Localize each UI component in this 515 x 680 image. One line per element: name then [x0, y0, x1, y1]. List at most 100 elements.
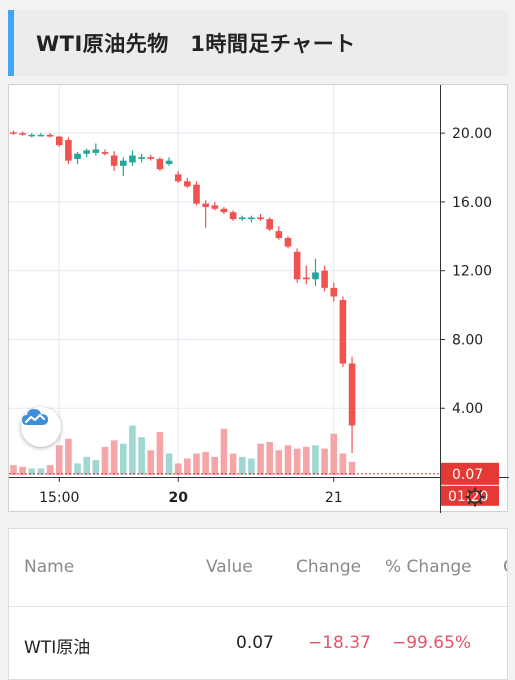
candle-body: [65, 140, 72, 161]
gear-icon-tooth: [478, 500, 483, 505]
candle-body: [275, 231, 283, 239]
volume-bar: [156, 432, 164, 475]
volume-bar: [138, 437, 145, 475]
volume-bar: [312, 445, 319, 475]
candle-body: [330, 287, 338, 297]
row-pct-change: −99.65%: [392, 633, 472, 653]
y-tick-label: 20.00: [452, 126, 492, 142]
candle-body: [55, 136, 63, 146]
cloud-logo-icon[interactable]: [21, 407, 61, 447]
x-tick-label: 21: [325, 490, 343, 506]
header-change[interactable]: Change: [296, 557, 362, 577]
gear-icon[interactable]: [465, 487, 485, 507]
y-tick-label: 8.00: [452, 332, 483, 348]
candle-body: [156, 158, 164, 170]
volume-bar: [211, 456, 219, 475]
candle-body: [321, 270, 328, 288]
gear-icon-tooth: [478, 489, 483, 494]
header-value[interactable]: Value: [206, 557, 253, 577]
x-tick-label: 20: [168, 490, 188, 506]
volume-bar: [10, 465, 17, 475]
candle-body: [46, 134, 54, 137]
volume-bar: [238, 456, 246, 475]
volume-bar: [348, 461, 356, 475]
candle-body: [92, 149, 100, 153]
volume-bar: [193, 453, 200, 475]
volume-bar: [65, 438, 72, 475]
row-value: 0.07: [236, 633, 274, 653]
candle-body: [248, 217, 255, 220]
candle-body: [220, 208, 228, 213]
table-header: Name Value Change % Change C: [9, 529, 507, 607]
volume-bar: [293, 448, 301, 475]
volume-bar: [339, 453, 347, 475]
volume-bar: [257, 443, 264, 475]
row-name: WTI原油: [24, 638, 91, 658]
gear-icon-tooth: [467, 489, 472, 494]
volume-bar: [266, 442, 273, 475]
candle-body: [110, 155, 118, 166]
candle-body: [293, 251, 301, 280]
candle-body: [193, 184, 200, 204]
volume-bar: [330, 433, 338, 475]
volume-bar: [83, 456, 90, 475]
table-row[interactable]: WTI原油 0.07 −18.37 −99.65%: [9, 607, 507, 679]
candle-body: [184, 181, 191, 187]
candle-body: [165, 160, 173, 165]
candle-body: [229, 212, 237, 220]
title-bar: WTI原油先物 1時間足チャート: [8, 10, 508, 76]
volume-bar: [147, 450, 155, 475]
volume-bar: [19, 466, 26, 475]
volume-bar: [165, 453, 173, 475]
candle-body: [120, 160, 127, 166]
volume-bar: [220, 428, 228, 475]
candlestick-chart[interactable]: 20.00 16.00 12.00 8.00 4.00 0.07 01:20 15:00 20 2…: [8, 84, 509, 513]
candle-body: [10, 132, 17, 134]
volume-bar: [229, 453, 237, 475]
candle-body: [339, 299, 347, 364]
candle-body: [303, 277, 310, 280]
candle-body: [28, 134, 36, 137]
current-price-label: 0.07: [452, 467, 483, 483]
y-tick-label: 4.00: [452, 401, 483, 417]
candle-body: [138, 157, 145, 159]
candle-body: [348, 363, 356, 426]
volume-bar: [120, 443, 127, 475]
volume-bar: [184, 458, 191, 475]
volume-bar: [275, 450, 283, 475]
gear-icon-tooth: [467, 500, 472, 505]
candle-body: [101, 152, 109, 154]
current-price-badge: [441, 462, 499, 485]
volume-bar: [74, 463, 81, 475]
volume-bar: [110, 440, 118, 475]
volume-bar: [174, 463, 182, 475]
volume-bar: [37, 468, 45, 475]
volume-bar: [248, 458, 255, 475]
header-name[interactable]: Name: [24, 557, 75, 577]
candle-body: [174, 174, 182, 182]
candle-body: [238, 217, 246, 220]
row-change: −18.37: [308, 633, 371, 653]
header-pct-change[interactable]: % Change: [385, 557, 472, 577]
volume-bar: [284, 445, 292, 475]
candle-body: [74, 153, 81, 159]
candle-body: [19, 133, 26, 135]
candle-body: [312, 272, 319, 280]
page-title: WTI原油先物 1時間足チャート: [36, 32, 356, 56]
candle-body: [129, 155, 136, 163]
volume-bar: [28, 468, 36, 475]
header-overflow[interactable]: C: [503, 557, 507, 577]
x-tick-label: 15:00: [39, 490, 79, 506]
y-tick-label: 16.00: [452, 195, 492, 211]
volume-bar: [202, 451, 209, 475]
candle-body: [284, 238, 292, 247]
countdown-badge: [441, 485, 499, 506]
candle-body: [37, 134, 45, 137]
y-tick-label: 12.00: [452, 264, 492, 280]
candle-body: [257, 217, 264, 220]
candle-body: [202, 203, 209, 208]
candle-body: [83, 150, 90, 154]
volume-bar: [101, 446, 109, 475]
volume-bar: [129, 425, 136, 475]
